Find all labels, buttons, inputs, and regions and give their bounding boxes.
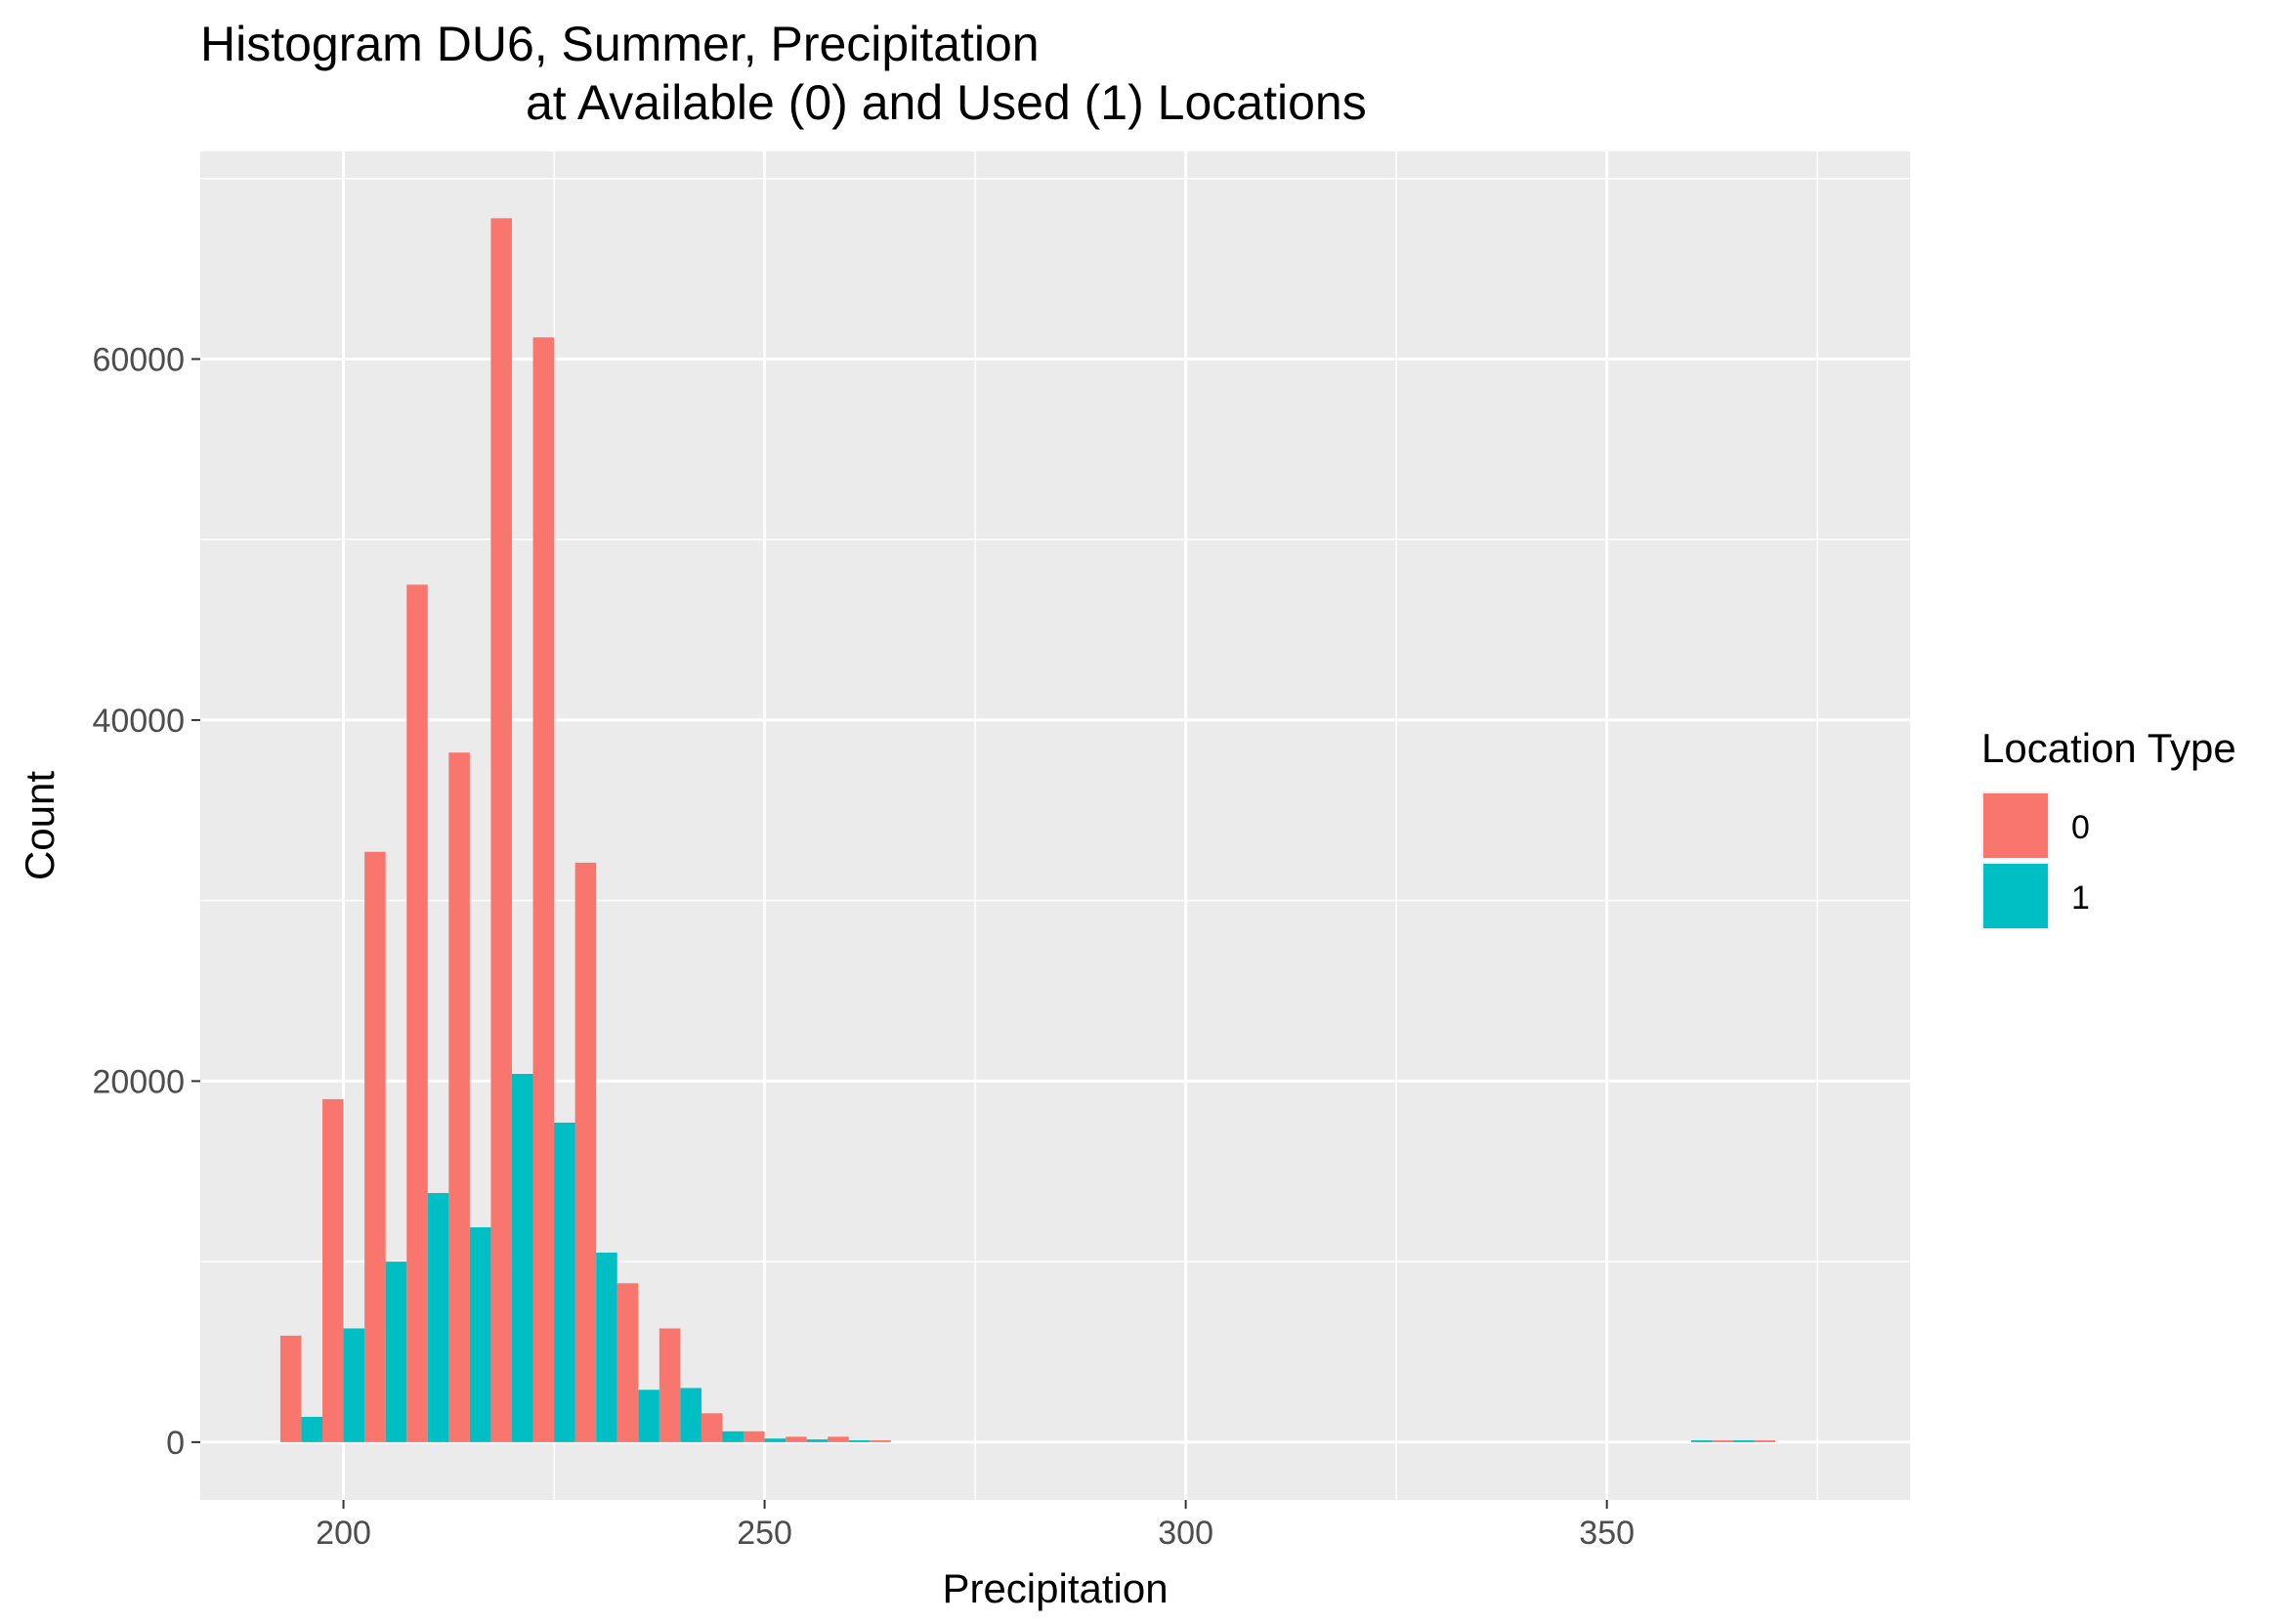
y-axis: 0 20000 40000 60000 — [92, 341, 200, 1462]
y-tick-label: 40000 — [92, 703, 185, 740]
bar-series-0-bin-2 — [364, 851, 386, 1442]
y-axis-title: Count — [17, 771, 63, 880]
major-gridlines — [200, 151, 1910, 1500]
x-tick-label: 300 — [1158, 1515, 1213, 1552]
legend-title: Location Type — [1981, 725, 2236, 771]
legend-key-0 — [1983, 793, 2048, 858]
bar-series-1-bin-33 — [1690, 1440, 1713, 1442]
x-axis: 200 250 300 350 — [316, 1500, 1635, 1552]
chart-title-line-1: Histogram DU6, Summer, Precipitation — [200, 17, 1040, 71]
x-tick-label: 250 — [737, 1515, 792, 1552]
bar-series-0-bin-35 — [1754, 1440, 1776, 1442]
bar-series-0-bin-5 — [490, 218, 512, 1442]
bar-series-1-bin-6 — [554, 1122, 575, 1442]
bar-series-0-bin-9 — [659, 1328, 681, 1442]
x-tick-label: 200 — [316, 1515, 371, 1552]
chart-title: Histogram DU6, Summer, Precipitation at … — [200, 17, 1367, 130]
chart-title-line-2: at Available (0) and Used (1) Locations — [526, 75, 1367, 130]
bar-series-0-bin-0 — [279, 1335, 302, 1442]
x-tick-label: 350 — [1579, 1515, 1635, 1552]
y-tick-label: 20000 — [92, 1063, 185, 1100]
bar-series-1-bin-5 — [511, 1074, 533, 1442]
bar-series-1-bin-34 — [1732, 1440, 1755, 1442]
bar-series-1-bin-11 — [764, 1438, 787, 1442]
histogram-bars — [279, 218, 1776, 1442]
bar-series-1-bin-0 — [301, 1417, 322, 1442]
bar-series-1-bin-4 — [469, 1227, 491, 1442]
bar-series-1-bin-13 — [848, 1440, 871, 1442]
bar-series-0-bin-1 — [322, 1098, 344, 1442]
bar-series-1-bin-8 — [638, 1389, 659, 1442]
y-tick-label: 0 — [166, 1425, 185, 1462]
bar-series-0-bin-34 — [1712, 1440, 1733, 1442]
bar-series-1-bin-7 — [596, 1252, 617, 1442]
bar-series-0-bin-12 — [786, 1436, 807, 1442]
legend-label-1: 1 — [2071, 879, 2090, 917]
bar-series-1-bin-12 — [806, 1439, 829, 1442]
legend-key-1 — [1983, 864, 2048, 928]
bar-series-0-bin-4 — [448, 752, 470, 1442]
bar-series-1-bin-1 — [343, 1328, 365, 1442]
bar-series-1-bin-10 — [722, 1431, 744, 1442]
bar-series-0-bin-11 — [744, 1431, 765, 1442]
bar-series-0-bin-8 — [617, 1283, 639, 1442]
bar-series-0-bin-6 — [532, 337, 555, 1442]
bar-series-1-bin-3 — [427, 1192, 449, 1442]
legend-label-0: 0 — [2071, 809, 2090, 846]
minor-gridlines — [200, 151, 1910, 1500]
legend: Location Type 0 1 — [1981, 725, 2236, 930]
bar-series-0-bin-10 — [701, 1413, 723, 1442]
bar-series-0-bin-14 — [870, 1440, 891, 1442]
bar-series-1-bin-9 — [680, 1388, 702, 1442]
x-axis-title: Precipitation — [942, 1565, 1168, 1611]
y-tick-label: 60000 — [92, 341, 185, 378]
bar-series-1-bin-2 — [385, 1261, 407, 1442]
bar-series-0-bin-13 — [828, 1436, 849, 1442]
bar-series-0-bin-7 — [574, 862, 597, 1442]
bar-series-0-bin-3 — [406, 584, 428, 1442]
